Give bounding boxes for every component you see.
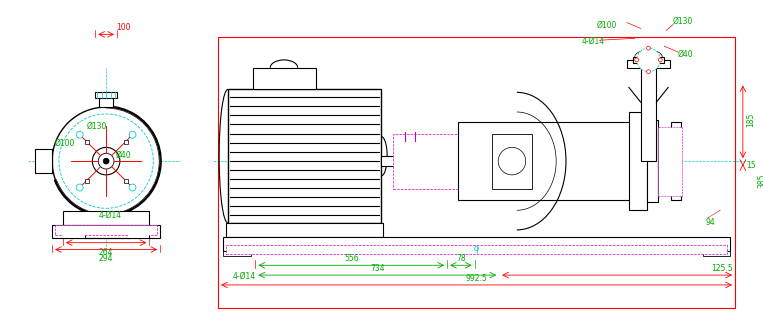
Circle shape	[52, 107, 160, 215]
Text: 185: 185	[745, 113, 755, 127]
Text: Ø40: Ø40	[116, 151, 131, 160]
Bar	[228, 89, 382, 223]
Text: 100: 100	[117, 24, 131, 32]
Text: 125.5: 125.5	[711, 264, 733, 273]
Circle shape	[76, 184, 83, 191]
Bar	[395, 141, 458, 181]
Bar	[646, 120, 658, 202]
Bar	[629, 112, 646, 210]
Circle shape	[69, 124, 143, 199]
Bar	[40, 153, 52, 169]
Circle shape	[129, 184, 136, 191]
Text: Ø40: Ø40	[678, 50, 694, 59]
Bar	[85, 140, 89, 143]
Bar	[127, 231, 150, 238]
Bar	[458, 122, 637, 201]
Text: 264: 264	[99, 248, 114, 257]
Circle shape	[76, 131, 83, 138]
Bar	[253, 68, 317, 89]
Circle shape	[646, 70, 651, 74]
Text: Ø100: Ø100	[597, 20, 617, 30]
Text: 385: 385	[758, 173, 763, 188]
Bar	[393, 134, 460, 188]
Bar	[85, 179, 89, 182]
Text: 4-Ø14: 4-Ø14	[98, 211, 121, 220]
Bar	[641, 65, 656, 161]
Bar	[703, 251, 730, 256]
Text: Ø130: Ø130	[86, 122, 107, 131]
Bar	[382, 156, 395, 166]
Circle shape	[59, 114, 153, 208]
Bar	[55, 225, 157, 235]
Text: Ø130: Ø130	[673, 17, 694, 26]
Circle shape	[635, 58, 639, 62]
Circle shape	[498, 148, 526, 175]
Circle shape	[644, 55, 653, 65]
Text: 734: 734	[370, 264, 385, 273]
Bar	[671, 122, 681, 201]
Circle shape	[103, 158, 109, 164]
Bar	[627, 60, 670, 68]
Bar	[63, 231, 85, 238]
Circle shape	[475, 247, 478, 251]
Text: 78: 78	[456, 254, 465, 263]
Text: 4-Ø14: 4-Ø14	[581, 37, 605, 46]
Bar	[35, 149, 52, 173]
Circle shape	[646, 46, 651, 50]
Bar	[99, 97, 113, 107]
Circle shape	[658, 58, 662, 62]
Bar	[492, 134, 532, 188]
Bar	[226, 223, 383, 237]
Text: 15: 15	[745, 161, 755, 170]
Bar	[124, 179, 127, 182]
Bar	[223, 237, 730, 251]
Text: Ø100: Ø100	[55, 139, 76, 148]
Bar	[124, 140, 127, 143]
Circle shape	[98, 153, 114, 169]
Bar	[658, 127, 682, 196]
Bar	[223, 251, 250, 256]
Bar	[658, 130, 672, 193]
Circle shape	[92, 148, 120, 175]
Bar	[52, 225, 160, 238]
Text: 556: 556	[344, 254, 359, 263]
Text: 294: 294	[99, 254, 114, 263]
Bar	[226, 245, 727, 254]
Circle shape	[129, 131, 136, 138]
Bar	[218, 37, 735, 307]
Bar	[633, 57, 665, 63]
Circle shape	[637, 48, 660, 72]
Text: 94: 94	[706, 217, 715, 226]
Text: 992.5: 992.5	[465, 274, 488, 283]
Bar	[63, 211, 150, 225]
Text: 4-Ø14: 4-Ø14	[233, 272, 256, 281]
Bar	[95, 92, 117, 98]
